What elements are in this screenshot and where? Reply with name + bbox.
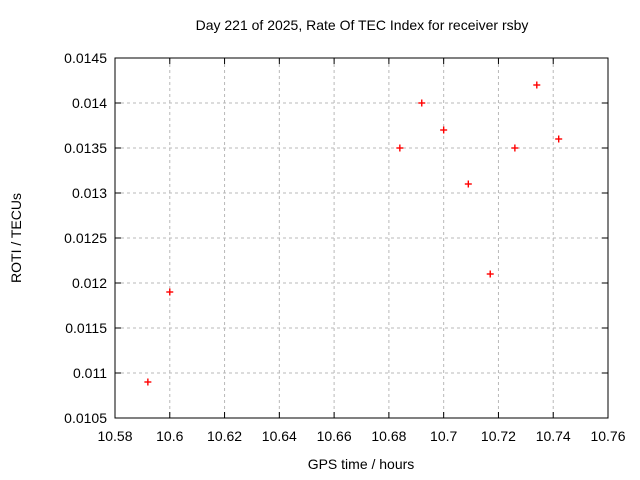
x-tick-label: 10.76 — [590, 428, 625, 444]
y-tick-label: 0.012 — [72, 275, 107, 291]
x-tick-label: 10.6 — [156, 428, 183, 444]
x-tick-label: 10.68 — [371, 428, 406, 444]
y-tick-label: 0.0115 — [65, 320, 107, 336]
data-point — [418, 99, 426, 107]
y-tick-label: 0.0125 — [64, 230, 107, 246]
y-tick-label: 0.013 — [72, 185, 107, 201]
x-tick-label: 10.66 — [317, 428, 352, 444]
y-tick-label: 0.0135 — [64, 140, 107, 156]
y-tick-label: 0.014 — [72, 95, 107, 111]
x-axis-label: GPS time / hours — [307, 456, 415, 472]
x-tick-label: 10.7 — [430, 428, 457, 444]
data-point — [396, 144, 404, 152]
x-tick-label: 10.74 — [536, 428, 571, 444]
chart-title: Day 221 of 2025, Rate Of TEC Index for r… — [195, 17, 529, 33]
data-point — [555, 135, 563, 143]
data-point — [533, 81, 541, 89]
y-tick-label: 0.0145 — [64, 50, 107, 66]
data-point — [440, 126, 448, 134]
x-tick-label: 10.62 — [207, 428, 242, 444]
data-point — [486, 270, 494, 278]
x-tick-label: 10.58 — [97, 428, 132, 444]
y-tick-label: 0.0105 — [64, 410, 107, 426]
x-tick-label: 10.72 — [481, 428, 516, 444]
data-point — [464, 180, 472, 188]
y-tick-label: 0.011 — [73, 365, 107, 381]
data-point — [166, 288, 174, 296]
x-tick-label: 10.64 — [262, 428, 297, 444]
data-point — [511, 144, 519, 152]
data-point — [144, 378, 152, 386]
y-axis-label: ROTI / TECUs — [8, 193, 24, 283]
